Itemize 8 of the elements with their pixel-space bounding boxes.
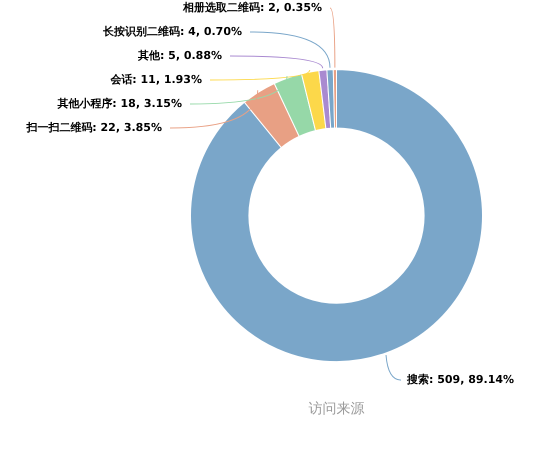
slice-label: 搜索: 509, 89.14% <box>406 372 514 386</box>
slice-label: 其他: 5, 0.88% <box>136 48 222 62</box>
slice-label: 会话: 11, 1.93% <box>109 72 202 86</box>
slice-label: 其他小程序: 18, 3.15% <box>56 96 182 110</box>
slice-label: 长按识别二维码: 4, 0.70% <box>102 24 242 38</box>
slice-label: 扫一扫二维码: 22, 3.85% <box>25 120 162 134</box>
text: 访问来源 <box>308 401 364 418</box>
slice-label: 相册选取二维码: 2, 0.35% <box>182 0 322 14</box>
